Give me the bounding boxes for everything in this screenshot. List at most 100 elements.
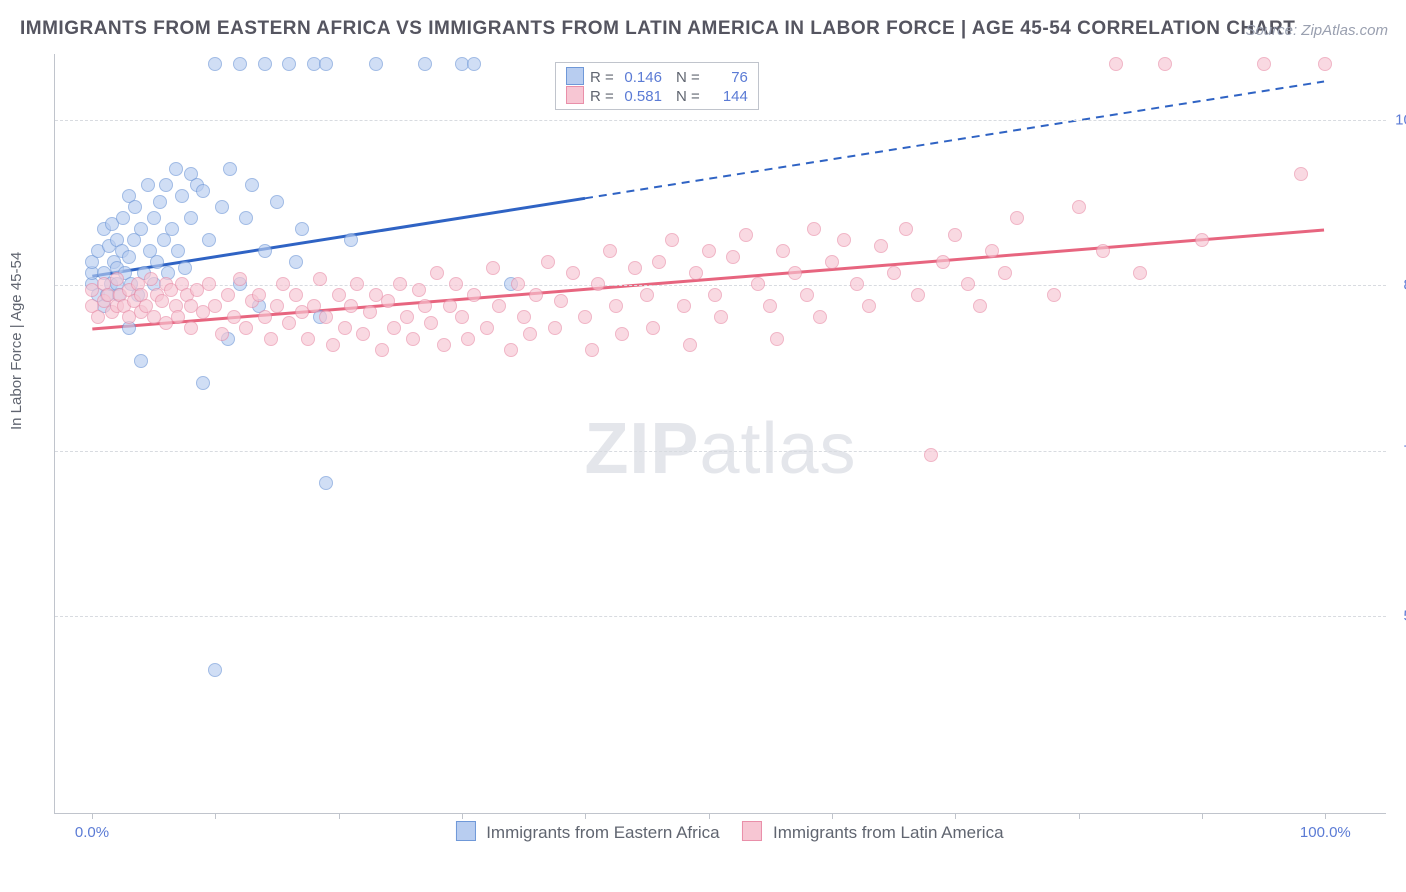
x-tick bbox=[709, 813, 710, 819]
data-point-latin_america bbox=[171, 310, 185, 324]
x-tick bbox=[1325, 813, 1326, 819]
data-point-eastern_africa bbox=[184, 211, 198, 225]
data-point-eastern_africa bbox=[215, 200, 229, 214]
y-axis-label: In Labor Force | Age 45-54 bbox=[8, 252, 25, 430]
data-point-latin_america bbox=[1109, 57, 1123, 71]
data-point-latin_america bbox=[726, 250, 740, 264]
data-point-latin_america bbox=[899, 222, 913, 236]
x-tick bbox=[1202, 813, 1203, 819]
data-point-latin_america bbox=[301, 332, 315, 346]
data-point-latin_america bbox=[529, 288, 543, 302]
y-tick-label: 55.0% bbox=[1391, 607, 1406, 624]
data-point-eastern_africa bbox=[175, 189, 189, 203]
data-point-latin_america bbox=[393, 277, 407, 291]
data-point-latin_america bbox=[1257, 57, 1271, 71]
data-point-latin_america bbox=[708, 288, 722, 302]
data-point-latin_america bbox=[1072, 200, 1086, 214]
data-point-latin_america bbox=[91, 310, 105, 324]
data-point-latin_america bbox=[961, 277, 975, 291]
data-point-latin_america bbox=[609, 299, 623, 313]
data-point-latin_america bbox=[443, 299, 457, 313]
data-point-latin_america bbox=[554, 294, 568, 308]
data-point-eastern_africa bbox=[122, 250, 136, 264]
data-point-latin_america bbox=[1294, 167, 1308, 181]
data-point-latin_america bbox=[332, 288, 346, 302]
data-point-eastern_africa bbox=[418, 57, 432, 71]
data-point-eastern_africa bbox=[295, 222, 309, 236]
data-point-latin_america bbox=[998, 266, 1012, 280]
stats-legend: R = 0.146N = 76R = 0.581N = 144 bbox=[555, 62, 759, 110]
data-point-latin_america bbox=[282, 316, 296, 330]
legend-swatch-eastern-africa bbox=[455, 821, 475, 841]
watermark: ZIPatlas bbox=[584, 408, 856, 490]
data-point-latin_america bbox=[144, 272, 158, 286]
data-point-latin_america bbox=[264, 332, 278, 346]
data-point-eastern_africa bbox=[150, 255, 164, 269]
data-point-latin_america bbox=[862, 299, 876, 313]
scatter-plot: ZIPatlas R = 0.146N = 76R = 0.581N = 144… bbox=[54, 54, 1386, 814]
data-point-eastern_africa bbox=[169, 162, 183, 176]
series-legend: Immigrants from Eastern Africa Immigrant… bbox=[437, 821, 1003, 843]
x-tick bbox=[832, 813, 833, 819]
data-point-latin_america bbox=[511, 277, 525, 291]
data-point-latin_america bbox=[313, 272, 327, 286]
data-point-latin_america bbox=[887, 266, 901, 280]
data-point-latin_america bbox=[289, 288, 303, 302]
data-point-eastern_africa bbox=[128, 200, 142, 214]
data-point-eastern_africa bbox=[134, 222, 148, 236]
legend-swatch-latin-america bbox=[742, 821, 762, 841]
data-point-latin_america bbox=[776, 244, 790, 258]
data-point-latin_america bbox=[566, 266, 580, 280]
data-point-eastern_africa bbox=[239, 211, 253, 225]
data-point-latin_america bbox=[1010, 211, 1024, 225]
data-point-eastern_africa bbox=[171, 244, 185, 258]
data-point-eastern_africa bbox=[344, 233, 358, 247]
data-point-latin_america bbox=[356, 327, 370, 341]
data-point-latin_america bbox=[406, 332, 420, 346]
data-point-latin_america bbox=[375, 343, 389, 357]
data-point-eastern_africa bbox=[223, 162, 237, 176]
data-point-latin_america bbox=[467, 288, 481, 302]
data-point-latin_america bbox=[221, 288, 235, 302]
data-point-latin_america bbox=[985, 244, 999, 258]
data-point-latin_america bbox=[948, 228, 962, 242]
x-tick bbox=[1079, 813, 1080, 819]
data-point-latin_america bbox=[424, 316, 438, 330]
data-point-eastern_africa bbox=[202, 233, 216, 247]
x-tick-label: 0.0% bbox=[75, 824, 109, 841]
legend-swatch bbox=[566, 67, 584, 85]
data-point-latin_america bbox=[227, 310, 241, 324]
data-point-latin_america bbox=[270, 299, 284, 313]
data-point-latin_america bbox=[1096, 244, 1110, 258]
data-point-eastern_africa bbox=[208, 57, 222, 71]
gridline bbox=[55, 285, 1386, 286]
data-point-latin_america bbox=[517, 310, 531, 324]
data-point-latin_america bbox=[874, 239, 888, 253]
y-tick-label: 85.0% bbox=[1391, 277, 1406, 294]
data-point-latin_america bbox=[486, 261, 500, 275]
data-point-latin_america bbox=[825, 255, 839, 269]
data-point-latin_america bbox=[400, 310, 414, 324]
data-point-latin_america bbox=[455, 310, 469, 324]
data-point-eastern_africa bbox=[467, 57, 481, 71]
data-point-latin_america bbox=[640, 288, 654, 302]
data-point-latin_america bbox=[652, 255, 666, 269]
data-point-eastern_africa bbox=[196, 376, 210, 390]
data-point-latin_america bbox=[276, 277, 290, 291]
data-point-eastern_africa bbox=[233, 57, 247, 71]
data-point-latin_america bbox=[233, 272, 247, 286]
data-point-latin_america bbox=[344, 299, 358, 313]
data-point-latin_america bbox=[1318, 57, 1332, 71]
data-point-latin_america bbox=[326, 338, 340, 352]
chart-title: IMMIGRANTS FROM EASTERN AFRICA VS IMMIGR… bbox=[20, 18, 1295, 40]
data-point-latin_america bbox=[677, 299, 691, 313]
data-point-latin_america bbox=[258, 310, 272, 324]
data-point-latin_america bbox=[1158, 57, 1172, 71]
x-tick bbox=[585, 813, 586, 819]
data-point-latin_america bbox=[523, 327, 537, 341]
gridline bbox=[55, 616, 1386, 617]
data-point-eastern_africa bbox=[319, 57, 333, 71]
data-point-latin_america bbox=[449, 277, 463, 291]
data-point-latin_america bbox=[689, 266, 703, 280]
data-point-eastern_africa bbox=[258, 57, 272, 71]
